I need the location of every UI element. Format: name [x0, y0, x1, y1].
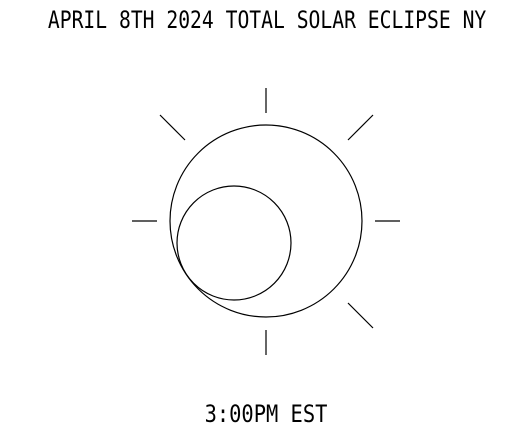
- sun-ray-icon: [347, 302, 374, 329]
- sun-ray-icon: [347, 114, 374, 141]
- time-label: 3:00PM EST: [204, 400, 328, 428]
- page-title: APRIL 8TH 2024 TOTAL SOLAR ECLIPSE NY: [47, 6, 487, 34]
- sun-icon: [169, 124, 363, 318]
- sun-ray-icon: [159, 114, 186, 141]
- moon-icon: [176, 185, 292, 301]
